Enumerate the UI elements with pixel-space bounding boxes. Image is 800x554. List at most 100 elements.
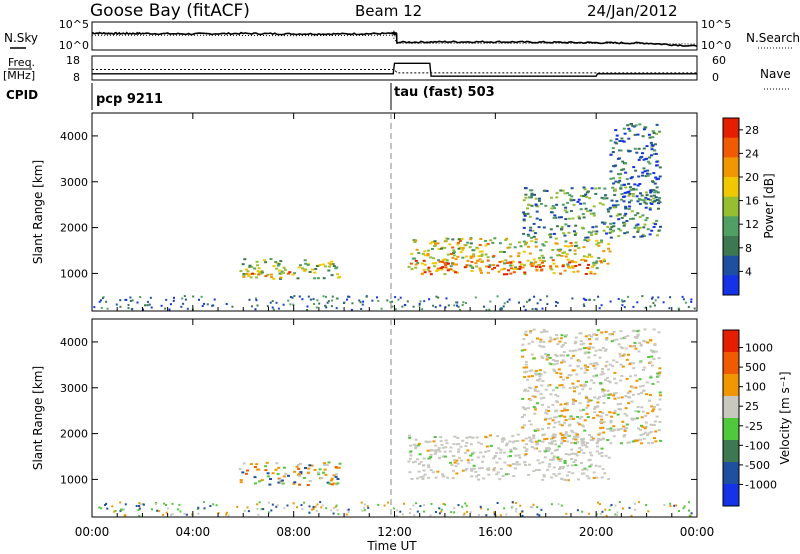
scatter-cell bbox=[576, 433, 580, 436]
scatter-cell bbox=[658, 175, 662, 178]
scatter-cell bbox=[592, 476, 596, 479]
scatter-cell bbox=[608, 231, 612, 234]
scatter-cell bbox=[588, 387, 592, 390]
scatter-cell bbox=[127, 307, 130, 310]
scatter-cell bbox=[170, 513, 172, 516]
scatter-cell bbox=[559, 376, 563, 379]
scatter-cell bbox=[629, 199, 633, 202]
scatter-cell bbox=[328, 482, 332, 485]
scatter-cell bbox=[554, 409, 558, 412]
scatter-cell bbox=[599, 373, 603, 376]
scatter-cell bbox=[652, 328, 656, 331]
scatter-cell bbox=[347, 511, 350, 513]
scatter-cell bbox=[538, 514, 541, 517]
scatter-cell bbox=[636, 330, 640, 333]
scatter-cell bbox=[443, 262, 447, 265]
scatter-cell bbox=[533, 408, 537, 411]
scatter-cell bbox=[641, 174, 644, 177]
scatter-cell bbox=[523, 376, 527, 379]
scatter-cell bbox=[312, 506, 315, 509]
scatter-cell bbox=[454, 258, 458, 261]
scatter-cell bbox=[484, 253, 488, 256]
scatter-cell bbox=[649, 376, 653, 379]
scatter-cell bbox=[648, 162, 652, 165]
scatter-cell bbox=[568, 423, 572, 426]
scatter-cell bbox=[523, 388, 527, 391]
scatter-cell bbox=[489, 434, 492, 437]
scatter-cell bbox=[346, 298, 348, 301]
scatter-cell bbox=[433, 265, 437, 268]
scatter-cell bbox=[655, 160, 659, 163]
scatter-cell bbox=[541, 428, 545, 431]
scatter-cell bbox=[502, 438, 506, 441]
scatter-cell bbox=[250, 265, 254, 268]
scatter-cell bbox=[464, 502, 467, 505]
velocity-data bbox=[98, 328, 693, 517]
scatter-cell bbox=[619, 427, 623, 430]
scatter-cell bbox=[391, 300, 394, 303]
scatter-cell bbox=[593, 407, 596, 410]
scatter-cell bbox=[566, 440, 570, 443]
scatter-cell bbox=[236, 505, 239, 508]
scatter-cell bbox=[562, 435, 566, 438]
scatter-cell bbox=[266, 472, 270, 475]
scatter-cell bbox=[331, 295, 334, 298]
scatter-cell bbox=[203, 302, 206, 305]
scatter-cell bbox=[628, 193, 632, 195]
scatter-cell bbox=[408, 451, 412, 454]
scatter-cell bbox=[245, 472, 248, 475]
colorbar-tick-label: 500 bbox=[745, 361, 766, 374]
scatter-cell bbox=[655, 415, 659, 418]
scatter-cell bbox=[296, 277, 300, 280]
scatter-cell bbox=[642, 128, 646, 131]
scatter-cell bbox=[529, 226, 533, 229]
scatter-cell bbox=[624, 171, 628, 174]
scatter-cell bbox=[602, 389, 606, 392]
scatter-cell bbox=[434, 451, 438, 454]
scatter-cell bbox=[426, 449, 430, 452]
scatter-cell bbox=[559, 458, 563, 461]
scatter-cell bbox=[451, 256, 455, 259]
scatter-cell bbox=[291, 273, 295, 276]
scatter-cell bbox=[558, 460, 562, 462]
scatter-cell bbox=[542, 256, 545, 259]
scatter-cell bbox=[198, 298, 200, 301]
scatter-cell bbox=[591, 437, 595, 440]
scatter-cell bbox=[550, 452, 554, 455]
scatter-cell bbox=[246, 270, 250, 273]
scatter-cell bbox=[631, 440, 635, 443]
scatter-cell bbox=[653, 344, 657, 346]
scatter-cell bbox=[275, 505, 278, 508]
scatter-cell bbox=[650, 355, 654, 358]
scatter-cell bbox=[423, 300, 426, 303]
scatter-cell bbox=[565, 401, 569, 404]
scatter-cell bbox=[293, 272, 296, 275]
scatter-cell bbox=[192, 295, 195, 298]
scatter-cell bbox=[602, 402, 606, 404]
scatter-cell bbox=[446, 237, 450, 240]
scatter-cell bbox=[654, 223, 657, 226]
scatter-cell bbox=[615, 200, 619, 203]
scatter-cell bbox=[477, 255, 481, 258]
scatter-cell bbox=[645, 145, 649, 148]
scatter-cell bbox=[538, 257, 541, 259]
scatter-cell bbox=[622, 221, 626, 224]
scatter-cell bbox=[435, 295, 438, 298]
scatter-cell bbox=[517, 454, 521, 457]
scatter-cell bbox=[433, 245, 437, 247]
scatter-cell bbox=[560, 442, 564, 445]
scatter-cell bbox=[602, 229, 606, 232]
scatter-cell bbox=[627, 396, 631, 399]
scatter-cell bbox=[475, 475, 478, 478]
scatter-cell bbox=[155, 501, 158, 504]
scatter-cell bbox=[287, 474, 290, 477]
scatter-cell bbox=[552, 272, 556, 275]
scatter-cell bbox=[197, 507, 199, 510]
scatter-cell bbox=[497, 447, 501, 450]
scatter-cell bbox=[336, 273, 339, 276]
scatter-cell bbox=[304, 268, 308, 271]
scatter-cell bbox=[185, 513, 188, 516]
scatter-cell bbox=[459, 308, 461, 311]
scatter-cell bbox=[412, 305, 415, 308]
scatter-cell bbox=[474, 262, 478, 265]
